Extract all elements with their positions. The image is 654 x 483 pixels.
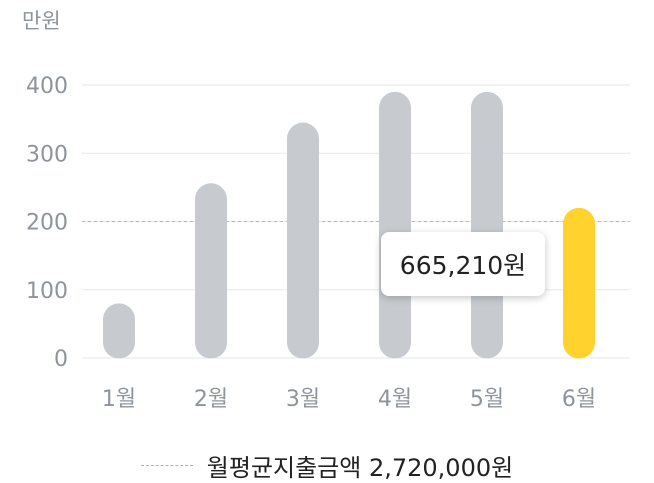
legend: 월평균지출금액 2,720,000원	[0, 448, 654, 482]
bar	[103, 303, 135, 359]
x-tick-label: 3월	[286, 387, 320, 412]
legend-label: 월평균지출금액 2,720,000원	[206, 453, 514, 482]
y-axis-ticks: 0 100 200 300 400	[26, 74, 68, 372]
bar	[379, 91, 411, 359]
x-axis-ticks: 1월 2월 3월 4월 5월 6월	[102, 387, 596, 412]
x-tick-label: 1월	[102, 387, 136, 412]
x-tick-label: 6월	[562, 387, 596, 412]
bar-chart: 만원 0 100 200 300 400 1월 2월 3월 4월 5월 6월	[22, 9, 630, 412]
value-tooltip: 665,210원	[381, 232, 545, 296]
x-tick-label: 4월	[378, 387, 412, 412]
bars	[103, 91, 595, 359]
y-tick-label: 100	[26, 279, 68, 304]
grid-lines	[82, 84, 630, 359]
y-tick-label: 400	[26, 74, 68, 99]
bar	[471, 91, 503, 359]
x-tick-label: 5월	[470, 387, 504, 412]
tooltip-value: 665,210원	[399, 251, 527, 280]
y-axis-unit-label: 만원	[22, 9, 61, 33]
bar	[195, 183, 227, 359]
y-tick-label: 0	[54, 347, 68, 372]
bar	[563, 207, 595, 359]
average-line-legend-swatch	[140, 464, 193, 466]
bar	[287, 122, 319, 359]
x-tick-label: 2월	[194, 387, 228, 412]
y-tick-label: 300	[26, 142, 68, 167]
y-tick-label: 200	[26, 211, 68, 236]
